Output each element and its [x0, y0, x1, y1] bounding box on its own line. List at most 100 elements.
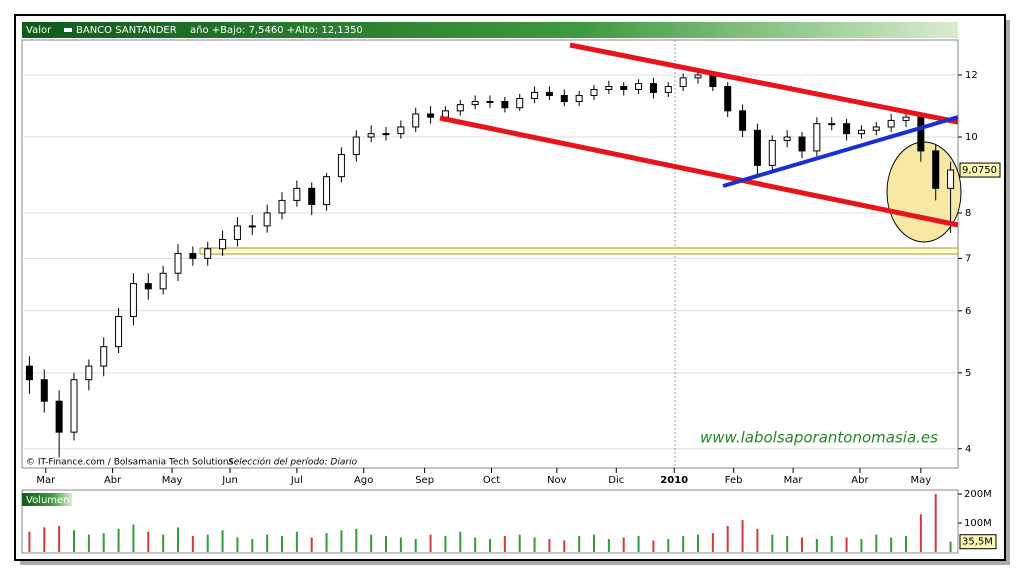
- volume-bar: [355, 528, 358, 552]
- candle-body: [427, 113, 435, 118]
- volume-bar: [102, 533, 105, 552]
- volume-bar: [414, 538, 417, 552]
- candle-body: [25, 365, 33, 381]
- volume-header: [22, 493, 72, 506]
- volume-bar: [533, 537, 536, 552]
- volume-bar: [756, 528, 759, 552]
- x-tick-label: Oct: [483, 475, 500, 486]
- candle-body: [635, 83, 643, 90]
- y-tick-label: 7: [965, 253, 971, 264]
- volume-bar: [503, 536, 506, 552]
- candle-body: [115, 316, 123, 348]
- y-tick-label: 8: [965, 208, 971, 219]
- volume-bar: [251, 538, 254, 552]
- candle-body: [129, 283, 137, 318]
- x-tick-label: Ago: [354, 475, 373, 486]
- volume-bar: [890, 537, 893, 552]
- x-tick-label: Jun: [221, 475, 238, 486]
- volume-bar: [43, 527, 46, 552]
- candle-body: [739, 110, 747, 131]
- candle-body: [55, 400, 63, 433]
- candle-body: [352, 136, 360, 155]
- volume-bar: [444, 536, 447, 552]
- volume-tick-label: 100M: [964, 518, 992, 529]
- volume-bar: [726, 525, 729, 552]
- candle-body: [605, 86, 613, 90]
- candle-body: [278, 199, 286, 214]
- volume-bar: [281, 536, 283, 552]
- channel-upper: [569, 42, 959, 125]
- candle-body: [768, 139, 776, 166]
- candle-body: [337, 153, 345, 178]
- x-tick-label: Abr: [104, 475, 122, 486]
- x-tick-label: Jul: [290, 475, 303, 486]
- x-tick-label: Sep: [415, 475, 434, 486]
- highlight-ellipse: [886, 141, 962, 243]
- candle-body: [367, 133, 375, 138]
- volume-bar: [741, 520, 744, 552]
- volume-bar: [786, 536, 789, 552]
- volume-bar: [87, 534, 90, 552]
- volume-bar: [682, 536, 685, 552]
- volume-bar: [845, 537, 848, 552]
- candle-body: [70, 379, 78, 433]
- candle-body: [189, 253, 197, 259]
- volume-tick-label: 200M: [964, 489, 992, 500]
- candle-body: [694, 74, 702, 79]
- volume-bar: [830, 536, 833, 552]
- volume-bar: [117, 528, 120, 552]
- volume-bar: [771, 534, 774, 552]
- last-price-label: 9,0750: [962, 165, 997, 176]
- candle-body: [397, 126, 405, 135]
- candle-body: [159, 272, 167, 290]
- candle-body: [545, 91, 553, 96]
- x-tick-label: Dic: [608, 475, 624, 486]
- volume-bar: [459, 531, 462, 552]
- volume-bar: [370, 534, 373, 552]
- volume-bar: [905, 536, 907, 552]
- volume-title: Volumen: [26, 495, 70, 506]
- candle-body: [857, 129, 865, 135]
- volume-bar: [295, 531, 298, 552]
- volume-bar: [875, 534, 878, 552]
- x-tick-label: 2010: [660, 475, 688, 486]
- volume-bar: [548, 538, 551, 552]
- candle-body: [382, 133, 390, 136]
- candle-body: [501, 101, 509, 109]
- candle-body: [828, 123, 836, 126]
- x-tick-label: Mar: [784, 475, 804, 486]
- candle-body: [753, 129, 761, 166]
- candle-body: [590, 88, 598, 96]
- candle-body: [40, 379, 48, 402]
- candle-body: [620, 86, 628, 90]
- volume-bar: [637, 536, 640, 552]
- volume-bar: [191, 536, 194, 552]
- candle-body: [902, 116, 910, 121]
- candle-body: [531, 91, 539, 99]
- header-bar: [22, 22, 958, 38]
- volume-bar: [385, 536, 387, 552]
- candle-body: [887, 119, 895, 128]
- volume-bar: [310, 537, 313, 552]
- volume-bar: [622, 537, 625, 552]
- candle-body: [798, 136, 806, 152]
- candle-body: [471, 101, 479, 106]
- candle-body: [575, 94, 583, 103]
- candle-body: [412, 113, 420, 128]
- period: Selección del período: Diario: [228, 457, 358, 468]
- candle-body: [100, 346, 108, 367]
- candle-body: [174, 253, 182, 274]
- y-tick-label: 10: [965, 132, 978, 143]
- volume-bar: [147, 531, 150, 552]
- volume-bar: [266, 534, 269, 552]
- last-price-box: [959, 162, 1001, 178]
- volume-bar: [340, 530, 343, 552]
- y-tick-label: 6: [965, 306, 971, 317]
- volume-bar: [652, 540, 655, 552]
- volume-bar: [860, 538, 863, 552]
- candle-body: [263, 212, 271, 227]
- trend-line: [722, 115, 959, 188]
- x-tick-label: May: [162, 475, 183, 486]
- volume-bar: [177, 527, 179, 552]
